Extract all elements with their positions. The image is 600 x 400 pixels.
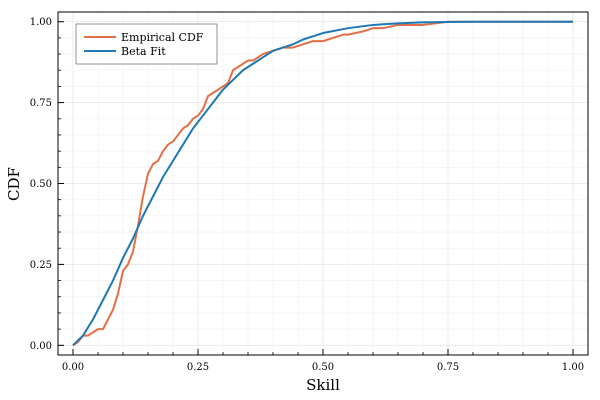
y-axis-title: CDF (5, 167, 23, 201)
legend: Empirical CDF Beta Fit (75, 23, 218, 65)
x-tick-label: 0.25 (187, 362, 209, 373)
y-tick-label: 0.00 (30, 341, 52, 352)
series-lines (72, 20, 573, 347)
y-tick-label: 0.50 (30, 179, 52, 190)
y-tick-label: 1.00 (30, 17, 52, 28)
x-tick-label: 1.00 (562, 362, 584, 373)
x-tick-label: 0.00 (62, 362, 84, 373)
x-tick-label: 0.50 (312, 362, 334, 373)
y-tick-label: 0.25 (30, 260, 52, 271)
y-tick-label: 0.75 (30, 98, 52, 109)
series-line-empirical-cdf (72, 20, 573, 347)
legend-label-empirical-cdf: Empirical CDF (121, 31, 204, 44)
legend-box (75, 23, 218, 65)
axis-ticks: 0.00 0.25 0.50 0.75 1.00 0.00 0.25 0.50 0.75 1.00 (30, 17, 584, 373)
x-axis-title: Skill (306, 376, 340, 394)
x-tick-label: 0.75 (437, 362, 459, 373)
series-line-beta-fit (72, 20, 573, 347)
legend-label-beta-fit: Beta Fit (121, 45, 166, 58)
